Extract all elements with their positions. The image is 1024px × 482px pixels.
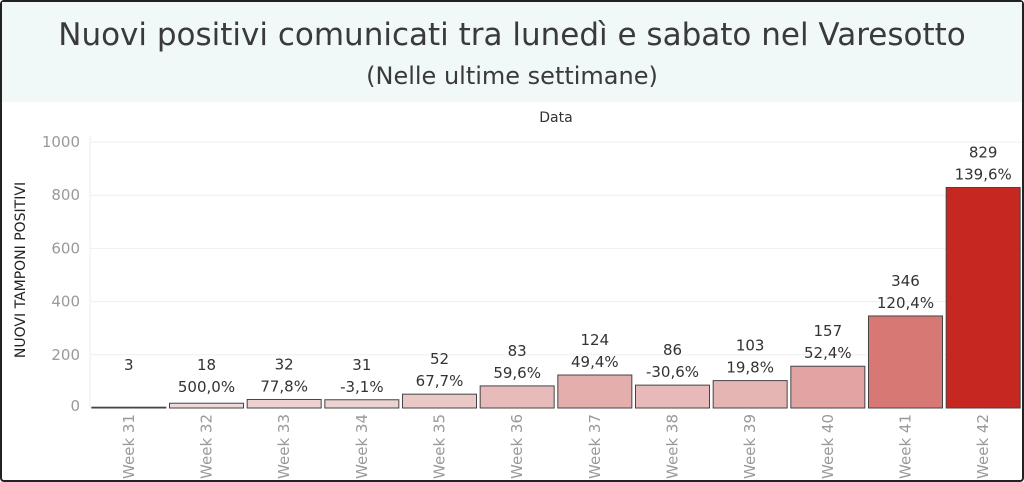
- bar-week-42: [945, 186, 1021, 409]
- chart-title: Nuovi positivi comunicati tra lunedì e s…: [58, 17, 966, 53]
- bar-value-label: 83: [508, 342, 527, 360]
- bar-week-38: [635, 384, 710, 409]
- bar-value-label: 32: [275, 355, 294, 373]
- x-tick-label: Week 42: [974, 414, 992, 479]
- bar-change-label: 67,7%: [416, 372, 464, 390]
- x-tick-label: Week 38: [664, 414, 682, 479]
- x-tick-label: Week 36: [508, 414, 526, 479]
- x-tick-label: Week 34: [353, 414, 371, 479]
- bar-change-label: 500,0%: [178, 378, 235, 396]
- bar-change-label: 120,4%: [877, 294, 934, 312]
- y-tick-label: 400: [51, 293, 80, 311]
- bar-change-label: 77,8%: [260, 377, 308, 395]
- bar-week-33: [246, 398, 322, 409]
- bar-week-36: [479, 385, 555, 409]
- bar-change-label: -3,1%: [340, 378, 384, 396]
- x-tick-label: Week 39: [741, 414, 759, 479]
- bar-value-label: 18: [197, 356, 216, 374]
- chart-subtitle: (Nelle ultime settimane): [366, 62, 658, 90]
- bar-change-label: 139,6%: [955, 165, 1012, 183]
- bar-change-label: -30,6%: [646, 363, 699, 381]
- bar-week-31: [91, 406, 167, 409]
- bar-week-34: [324, 399, 400, 409]
- x-tick-label: Week 32: [198, 414, 216, 479]
- bar-value-label: 346: [891, 272, 920, 290]
- bar-change-label: 52,4%: [804, 344, 852, 362]
- bar-change-label: 49,4%: [571, 353, 619, 371]
- bar-week-39: [712, 380, 788, 409]
- x-tick-label: Week 41: [897, 414, 915, 479]
- y-tick-label: 800: [51, 186, 80, 204]
- bar-value-label: 3: [124, 356, 134, 374]
- title-band: Nuovi positivi comunicati tra lunedì e s…: [2, 2, 1022, 102]
- bar-value-label: 86: [663, 341, 682, 359]
- bar-value-label: 103: [736, 337, 765, 355]
- x-tick-label: Week 33: [275, 414, 293, 479]
- bar-week-41: [868, 315, 943, 409]
- y-tick-label: 600: [51, 239, 80, 257]
- bar-week-40: [790, 365, 866, 409]
- x-tick-label: Week 37: [586, 414, 604, 479]
- bar-value-label: 829: [969, 143, 998, 161]
- bar-value-label: 31: [352, 356, 371, 374]
- y-tick-label: 0: [70, 397, 80, 415]
- bar-change-label: 19,8%: [726, 359, 774, 377]
- bar-value-label: 157: [814, 322, 843, 340]
- bar-value-label: 52: [430, 350, 449, 368]
- x-tick-label: Week 31: [120, 414, 138, 479]
- y-tick-label: 1000: [42, 133, 80, 151]
- bar-value-label: 124: [581, 331, 610, 349]
- y-tick-label: 200: [51, 346, 80, 364]
- bar-week-37: [557, 374, 633, 409]
- x-tick-label: Week 35: [431, 414, 449, 479]
- column-header-label: Data: [539, 110, 573, 126]
- bar-week-32: [169, 402, 244, 409]
- x-tick-label: Week 40: [819, 414, 837, 479]
- bar-week-35: [402, 393, 477, 409]
- bar-change-label: 59,6%: [493, 364, 541, 382]
